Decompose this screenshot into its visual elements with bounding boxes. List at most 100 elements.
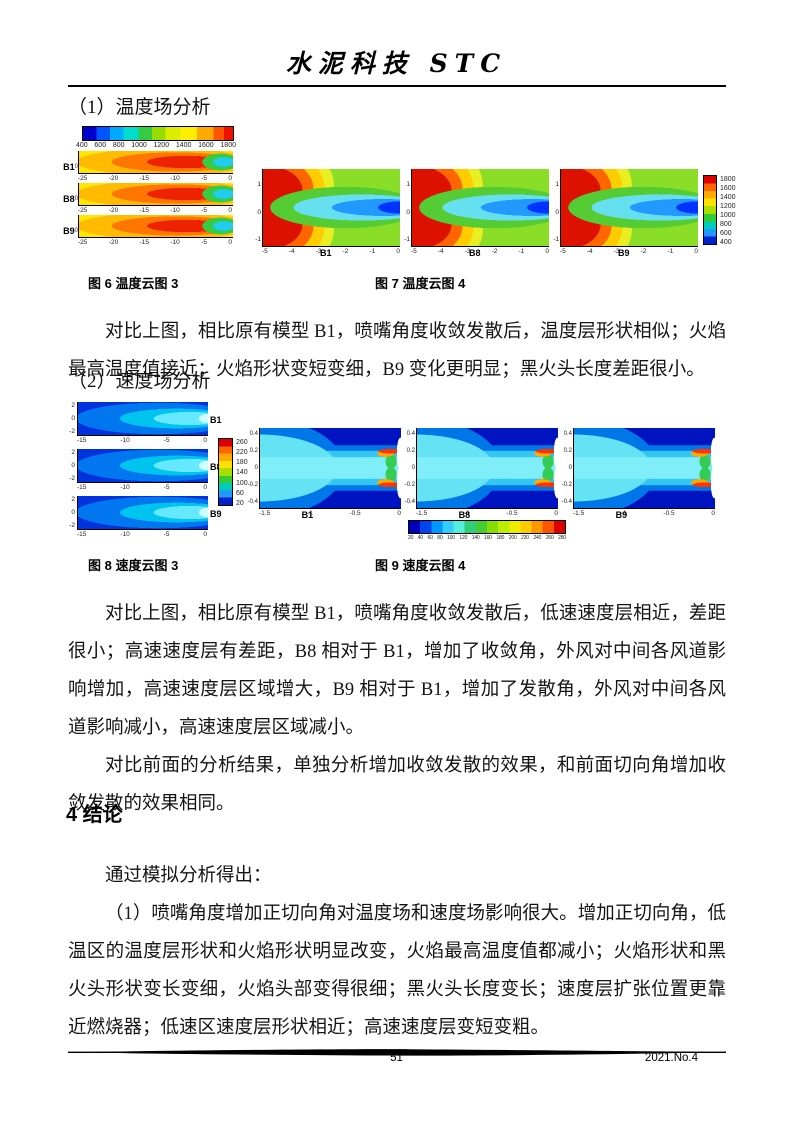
colorbar-tick-label: 220 <box>521 535 529 541</box>
colorbar-tick-label: 60 <box>236 489 244 497</box>
x-tick-label: -1 <box>463 510 470 517</box>
contour-row-b1: B1 0 -25 -20 -15 -10 -5 0 <box>63 151 249 182</box>
y-tick-label: 2 <box>71 402 75 409</box>
colorbar-tick-label: 1000 <box>720 212 736 219</box>
y-axis-ticks: 2 0 -2 <box>62 449 77 482</box>
temperature-contour-plot <box>411 169 549 247</box>
x-tick-label: -1 <box>667 248 674 255</box>
y-tick-label: -1 <box>553 236 559 243</box>
plot-label: B8 <box>458 510 471 520</box>
colorbar-tick-label: 240 <box>533 535 542 541</box>
temperature-colorbar-vertical: 1800 1600 1400 1200 1000 800 600 400 <box>703 169 736 255</box>
temperature-contour-plot <box>560 169 698 247</box>
paragraph-comparison: 对比前面的分析结果，单独分析增加收敛发散的效果，和前面切向角增加收敛发散的效果相… <box>68 755 726 814</box>
plot-label: B1 <box>210 415 222 425</box>
x-tick-label: -4 <box>586 248 593 255</box>
section-heading-conclusion: 4 结论 <box>66 804 123 826</box>
y-tick-label: 0 <box>74 195 78 202</box>
velocity-colorbar-vertical: 260 220 180 140 100 60 20 <box>218 438 248 508</box>
figure-9-velocity-contours: 0.4 0.2 0 -0.2 -0.4 -1.5 -1 -0.5 0 B1 0.4 0.2 0 -0… <box>246 428 715 541</box>
y-axis-ticks: 1 0 -1 <box>550 169 560 255</box>
plot-label-cell: B9 0 <box>63 215 78 246</box>
x-tick-label: 0 <box>228 207 232 214</box>
x-tick-label: -2 <box>640 248 647 255</box>
header-rule <box>68 85 726 87</box>
contour-row-b8: B8 0 -25 -20 -15 -10 -5 0 <box>63 183 249 214</box>
x-axis-ticks: -25 -20 -15 -10 -5 0 <box>78 175 232 182</box>
x-axis-ticks: -25 -20 -15 -10 -5 0 <box>78 207 232 214</box>
plot-label: B9 <box>615 510 628 520</box>
y-tick-label: -0.2 <box>247 482 258 488</box>
x-axis-ticks: -1.5 -1 -0.5 0 <box>416 510 558 517</box>
y-tick-label: 0 <box>411 465 415 471</box>
x-tick-label: 0 <box>228 239 232 246</box>
x-axis-ticks: -15 -10 -5 0 <box>77 531 207 538</box>
colorbar-tick-label: 140 <box>471 535 480 541</box>
y-tick-label: 1 <box>406 181 410 188</box>
x-axis-ticks: -15 -10 -5 0 <box>77 437 207 444</box>
colorbar-tick-label: 100 <box>447 535 455 541</box>
paragraph-temperature-analysis: 对比上图，相比原有模型 B1，喷嘴角度收敛发散后，温度层形状相似；火焰最高温度值… <box>68 321 726 380</box>
contour-row-b9: 2 0 -2 -15 -10 -5 0 B9 <box>62 496 322 538</box>
temperature-colorbar-horizontal <box>82 126 234 141</box>
colorbar-tick-label: 80 <box>437 535 443 541</box>
x-tick-label: -10 <box>120 437 130 444</box>
y-tick-label: 0.4 <box>406 431 415 437</box>
x-tick-label: -2 <box>491 248 498 255</box>
y-axis-ticks: 2 0 -2 <box>62 496 77 529</box>
y-tick-label: 0.4 <box>249 431 258 437</box>
y-tick-label: 2 <box>71 449 75 456</box>
y-axis-ticks: 0.4 0.2 0 -0.2 -0.4 <box>246 428 259 508</box>
colorbar-tick-label: 1600 <box>198 142 214 149</box>
x-axis-ticks: -5 -4 -3 -2 -1 0 <box>262 248 400 255</box>
x-tick-label: -15 <box>139 207 149 214</box>
plot-label: B1 <box>63 161 75 172</box>
figure-7-caption: 图 7 温度云图 4 <box>375 276 466 291</box>
x-tick-label: -1.5 <box>416 510 428 517</box>
x-tick-label: -2 <box>342 248 349 255</box>
x-tick-label: -25 <box>78 239 88 246</box>
y-tick-label: 0 <box>257 208 261 216</box>
x-tick-label: -15 <box>77 484 87 491</box>
y-tick-label: 0.4 <box>563 431 572 437</box>
y-tick-label: 0 <box>71 462 75 469</box>
y-tick-label: 0 <box>71 415 75 422</box>
paragraph-conclusion-intro: 通过模拟分析得出： <box>105 865 272 886</box>
x-tick-label: -10 <box>120 484 130 491</box>
x-axis-ticks: -25 -20 -15 -10 -5 0 <box>78 239 232 246</box>
plot-label: B1 <box>319 248 332 258</box>
x-tick-label: -25 <box>78 175 88 182</box>
x-tick-label: -20 <box>108 239 119 246</box>
x-tick-label: -20 <box>108 175 119 182</box>
x-axis-ticks: -5 -4 -3 -2 -1 0 <box>411 248 549 255</box>
journal-title: 水泥科技 STC <box>285 49 508 78</box>
x-tick-label: -1 <box>306 510 313 517</box>
colorbar <box>218 438 233 506</box>
x-tick-label: -10 <box>170 207 180 214</box>
velocity-contour-plot <box>259 428 401 509</box>
figure-8-velocity-contours: 2 0 -2 -15 -10 -5 0 B1 2 0 -2 -15 -10 -5 0 B8 2 0 -2… <box>62 402 322 543</box>
y-axis-ticks: 1 0 -1 <box>401 169 411 255</box>
contour-unit-b1: 1 0 -1 -5 -4 -3 -2 -1 0 B1 <box>252 169 400 258</box>
x-tick-label: -5 <box>201 175 207 182</box>
contour-unit-b1: 0.4 0.2 0 -0.2 -0.4 -1.5 -1 -0.5 0 B1 <box>246 428 401 520</box>
x-tick-label: 0 <box>545 248 549 255</box>
x-tick-label: -5 <box>163 531 170 538</box>
paragraph-conclusion-1: （1）喷嘴角度增加正切向角对温度场和速度场影响很大。增加正切向角，低温区的温度层… <box>68 903 726 1038</box>
colorbar-labels: 20 40 60 80 100 120 140 160 180 200 220 240 260 280 <box>408 535 566 541</box>
y-tick-label: -0.4 <box>404 499 415 505</box>
x-tick-label: 0 <box>228 175 232 182</box>
colorbar-tick-label: 140 <box>236 469 248 477</box>
plot-label: B8 <box>210 462 222 472</box>
y-tick-label: -0.4 <box>247 499 258 505</box>
colorbar-tick-label: 60 <box>427 535 433 541</box>
x-tick-label: 0 <box>203 437 207 444</box>
x-tick-label: 0 <box>203 484 207 491</box>
y-tick-label: -1 <box>255 236 261 243</box>
velocity-contour-plot <box>77 402 208 436</box>
x-tick-label: -0.5 <box>349 510 361 517</box>
y-tick-label: 0 <box>74 227 78 234</box>
x-tick-label: -0.5 <box>506 510 518 517</box>
colorbar-tick-label: 160 <box>484 535 492 541</box>
